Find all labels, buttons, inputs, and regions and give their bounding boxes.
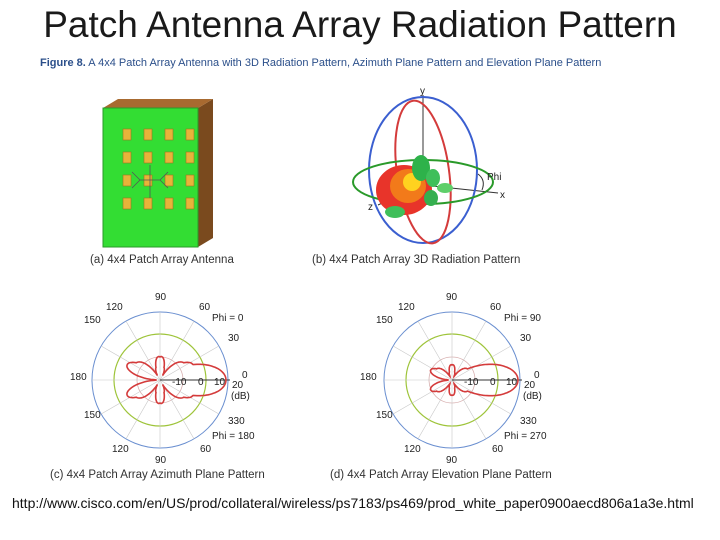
angle-240: 120	[404, 444, 421, 455]
patch-element	[143, 128, 153, 141]
angle-330: 330	[520, 416, 537, 427]
patch-element	[143, 151, 153, 164]
patch-element	[164, 128, 174, 141]
radial-tick-2: 0	[490, 377, 496, 388]
patch-element	[185, 174, 195, 187]
elevation-polar-plot: 90 60 120 150 30 180 0 330 150 120 60 90…	[360, 292, 547, 466]
phi-top-label: Phi = 0	[212, 313, 244, 324]
angle-330: 330	[228, 416, 245, 427]
angle-90: 90	[155, 292, 167, 303]
patch-element	[122, 128, 132, 141]
panel-a-caption: (a) 4x4 Patch Array Antenna	[90, 254, 234, 266]
angle-30: 30	[228, 333, 240, 344]
angle-180: 180	[360, 372, 377, 383]
angle-0: 0	[242, 370, 248, 381]
patch-element	[143, 174, 153, 187]
angle-180: 180	[70, 372, 87, 383]
angle-150: 150	[84, 315, 101, 326]
polar-spoke	[417, 379, 453, 440]
figure-caption-text: A 4x4 Patch Array Antenna with 3D Radiat…	[88, 57, 602, 69]
axis-y-label: y	[420, 86, 425, 97]
patch-element	[164, 174, 174, 187]
phi-top-label: Phi = 90	[504, 313, 541, 324]
patch-element	[122, 174, 132, 187]
radial-tick-2: 0	[198, 377, 204, 388]
panel-b-caption: (b) 4x4 Patch Array 3D Radiation Pattern	[312, 254, 521, 266]
angle-210: 150	[84, 410, 101, 421]
axis-z-label: z	[368, 202, 373, 213]
angle-90: 90	[446, 292, 458, 303]
slide-title: Patch Antenna Array Radiation Pattern	[43, 4, 677, 45]
angle-270: 90	[155, 455, 167, 466]
axis-x-label: x	[500, 190, 505, 201]
patch-element	[185, 128, 195, 141]
polar-spoke	[451, 345, 512, 381]
angle-60: 60	[490, 302, 502, 313]
angle-30: 30	[520, 333, 532, 344]
polar-spoke	[451, 320, 487, 381]
patch-elements	[122, 128, 195, 210]
patch-element	[164, 151, 174, 164]
radial-tick-3: 10	[214, 377, 226, 388]
angle-240: 120	[112, 444, 129, 455]
angle-300: 60	[492, 444, 504, 455]
radial-unit: (dB)	[523, 391, 542, 402]
radial-tick-1: -10	[464, 377, 479, 388]
radial-tick-3: 10	[506, 377, 518, 388]
polar-spoke	[392, 345, 453, 381]
radial-tick-4: 20	[232, 380, 244, 391]
phi-label: Phi	[487, 172, 501, 183]
patch-array-board	[102, 99, 213, 248]
panel-c-caption: (c) 4x4 Patch Array Azimuth Plane Patter…	[50, 469, 265, 481]
panel-d-caption: (d) 4x4 Patch Array Elevation Plane Patt…	[330, 469, 552, 481]
angle-120: 120	[106, 302, 123, 313]
phi-bottom-label: Phi = 270	[504, 431, 547, 442]
polar-spoke	[417, 320, 453, 381]
polar-spoke	[451, 379, 512, 415]
patch-element	[185, 151, 195, 164]
polar-spoke	[451, 379, 487, 440]
angle-120: 120	[398, 302, 415, 313]
phi-bottom-label: Phi = 180	[212, 431, 255, 442]
radiation-3d: y x z Phi	[352, 86, 505, 245]
radial-tick-4: 20	[524, 380, 536, 391]
azimuth-polar-plot: 90 60 120 150 30 180 0 330 150 120 60 90…	[70, 292, 255, 466]
source-url: http://www.cisco.com/en/US/prod/collater…	[12, 495, 694, 511]
angle-0: 0	[534, 370, 540, 381]
radial-tick-1: -10	[172, 377, 187, 388]
patch-element	[164, 197, 174, 210]
angle-60: 60	[199, 302, 211, 313]
patch-element	[122, 151, 132, 164]
figure-label: Figure 8.	[40, 57, 86, 69]
angle-150: 150	[376, 315, 393, 326]
angle-270: 90	[446, 455, 458, 466]
radial-unit: (dB)	[231, 391, 250, 402]
polar-spoke	[392, 379, 453, 415]
patch-element	[185, 197, 195, 210]
patch-element	[122, 197, 132, 210]
angle-300: 60	[200, 444, 212, 455]
figure-caption: Figure 8. A 4x4 Patch Array Antenna with…	[40, 57, 601, 69]
angle-210: 150	[376, 410, 393, 421]
patch-element	[143, 197, 153, 210]
